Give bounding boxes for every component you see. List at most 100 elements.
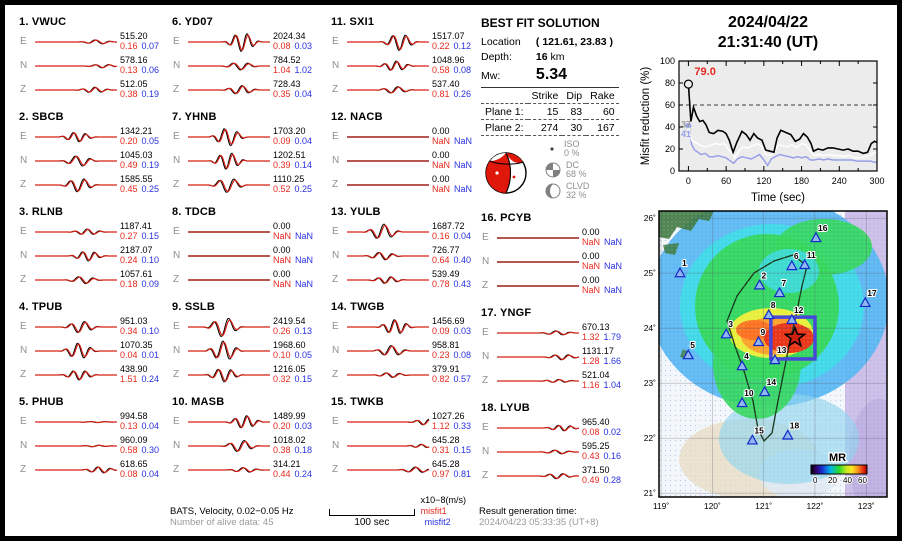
peak-amplitude: 0.00	[273, 221, 291, 231]
waveform-row: Z 0.00 NaN NaN	[170, 267, 329, 291]
map-lon-label: 119˚	[653, 501, 670, 511]
waveform-row: Z 0.00 NaN NaN	[479, 273, 639, 297]
peak-amplitude: 1968.60	[273, 340, 306, 350]
waveform-row: Z 539.49 0.78 0.43	[329, 267, 479, 291]
time-scale-bar: 100 sec	[329, 509, 415, 528]
station-block: 10. MASB E 1489.99 0.20 0.03 N 1018.02 0.38 0.18…	[170, 393, 329, 486]
component-label: E	[332, 225, 339, 237]
map-station-number: 5	[690, 340, 695, 350]
waveform-values: 512.05 0.38 0.19	[120, 79, 159, 99]
waveform-trace	[35, 132, 117, 143]
map-station-number: 10	[744, 388, 754, 398]
peak-amplitude: 1585.55	[120, 174, 153, 184]
station-header: 6. YD07	[172, 16, 213, 28]
misfit1-value: 1.04	[273, 65, 291, 75]
waveform-values: 1018.02 0.38 0.18	[273, 435, 312, 455]
station-block: 3. RLNB E 1187.41 0.27 0.15 N 2187.07 0.24 0.10 Z…	[17, 203, 170, 296]
waveform-values: 728.43 0.35 0.04	[273, 79, 312, 99]
misfit1-value: 0.16	[120, 41, 138, 51]
peak-amplitude: 314.21	[273, 459, 301, 469]
misfit1-value: 0.27	[120, 231, 138, 241]
waveform-trace	[347, 34, 429, 52]
waveform-trace	[497, 354, 580, 361]
station-block: 8. TDCB E 0.00 NaN NaN N 0.00 NaN NaN Z 0.00 NaN NaN	[170, 203, 329, 296]
waveform-trace	[35, 39, 118, 45]
peak-amplitude: 0.00	[273, 269, 291, 279]
peak-amplitude: 438.90	[120, 364, 148, 374]
map-station-marker	[746, 434, 759, 445]
misfit2-value: NaN	[454, 160, 473, 170]
misfit1-value: NaN	[582, 285, 601, 295]
component-label: Z	[482, 279, 489, 291]
misfit1-value: 0.52	[273, 184, 291, 194]
station-block: 2. SBCB E 1342.21 0.20 0.05 N 1045.03 0.49 0.19 Z…	[17, 108, 170, 201]
waveform-trace	[35, 64, 118, 69]
waveform-row: E 1703.20 0.09 0.04	[170, 124, 329, 148]
waveform-values: 958.81 0.23 0.08	[432, 340, 471, 360]
peak-amplitude: 645.28	[432, 459, 460, 469]
misfit2-value: 0.01	[141, 350, 160, 360]
waveform-trace	[35, 444, 117, 448]
waveform-row: N 784.52 1.04 1.02	[170, 53, 329, 77]
waveform-values: 2024.34 0.08 0.03	[273, 31, 312, 51]
misfit2-value: 0.12	[453, 41, 472, 51]
misfit2-value: 0.28	[603, 475, 622, 485]
colorbar-title: MR	[829, 452, 846, 464]
peak-amplitude: 1687.72	[432, 221, 465, 231]
scale-bar-label: 100 sec	[354, 517, 390, 528]
waveform-values: 1045.03 0.49 0.19	[120, 150, 159, 170]
waveform-row: Z 1216.05 0.32 0.15	[170, 362, 329, 386]
x-tick-label: 0	[686, 176, 691, 186]
waveform-row: Z 1110.25 0.52 0.25	[170, 172, 329, 196]
station-header: 4. TPUB	[19, 301, 63, 313]
scale-footnote: 100 sec x10−8(m/s) misfit1 misfit2	[329, 495, 479, 536]
misfit2-value: 0.25	[141, 184, 160, 194]
map-station-number: 7	[782, 278, 787, 288]
misfit1-value: 0.23	[432, 350, 450, 360]
third-start-marker	[685, 122, 692, 129]
depth-value: 16	[535, 51, 548, 63]
waveform-values: 539.49 0.78 0.43	[432, 269, 471, 289]
waveform-trace	[188, 152, 270, 170]
misfit2-value: NaN	[604, 237, 623, 247]
map-station-marker	[736, 359, 748, 371]
waveform-row: N 645.28 0.31 0.15	[329, 433, 479, 457]
misfit2-value: 1.79	[603, 332, 622, 342]
peak-amplitude: 537.40	[432, 79, 460, 89]
waveform-trace	[188, 231, 270, 233]
focal-mechanism-beachball-icon	[485, 151, 527, 194]
misfit1-value: 0.20	[273, 421, 291, 431]
strike-header: Strike	[527, 87, 563, 104]
colorbar-tick-label: 20	[828, 476, 837, 485]
station-header: 15. TWKB	[331, 396, 384, 408]
map-station-number: 4	[744, 351, 749, 361]
clvd-beachball-icon	[545, 183, 561, 199]
peak-amplitude: 1187.41	[120, 221, 152, 231]
component-label: N	[332, 59, 340, 71]
waveform-values: 379.91 0.82 0.57	[432, 364, 471, 384]
misfit1-value: NaN	[273, 255, 292, 265]
waveform-trace	[188, 62, 270, 71]
misfit2-value: 0.18	[294, 445, 313, 455]
component-label: E	[173, 130, 180, 142]
misfit2-value: 0.09	[141, 279, 160, 289]
station-block: 6. YD07 E 2024.34 0.08 0.03 N 784.52 1.04 1.02 Z 7…	[170, 13, 329, 106]
x-axis-label: Time (sec)	[751, 192, 805, 204]
component-label: N	[173, 344, 181, 356]
misfit2-value: 0.15	[294, 374, 313, 384]
map-station-marker	[758, 385, 771, 397]
waveform-column-3: 11. SXI1 E 1517.07 0.22 0.12 N 1048.96 0.58 0.08…	[329, 13, 479, 536]
misfit1-value: NaN	[432, 184, 451, 194]
plane2-strike: 274	[527, 119, 563, 136]
waveform-trace	[347, 466, 430, 473]
waveform-trace	[35, 178, 117, 193]
waveform-row: N 595.25 0.43 0.16	[479, 439, 639, 463]
map-station-number: 9	[761, 327, 766, 337]
misfit1-value: 0.82	[432, 374, 450, 384]
misfit2-value: 0.05	[141, 136, 160, 146]
waveform-row: Z 512.05 0.38 0.19	[17, 77, 170, 101]
waveform-trace	[188, 279, 270, 281]
peak-amplitude: 2024.34	[273, 31, 306, 41]
dc-pct: 68 %	[566, 169, 587, 179]
